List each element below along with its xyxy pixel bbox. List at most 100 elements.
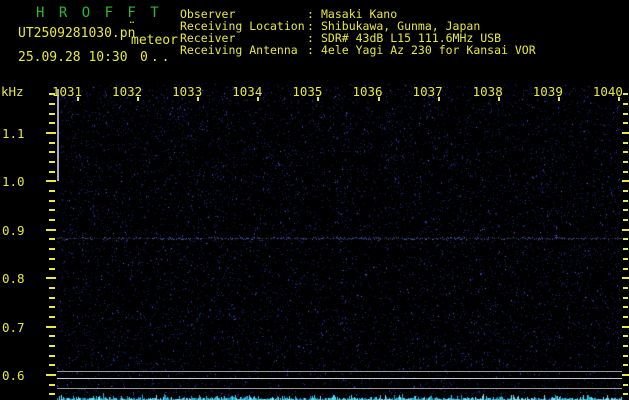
tick xyxy=(623,286,628,289)
x-tick-label: 1040 xyxy=(592,84,623,99)
tick xyxy=(49,93,55,96)
carrier-line xyxy=(57,370,622,372)
tick xyxy=(49,393,55,396)
tick xyxy=(497,97,500,101)
x-tick-label: 1031 xyxy=(51,84,83,99)
tick xyxy=(49,354,55,357)
tick xyxy=(623,335,628,338)
datetime-label: 25.09.28 10:30 xyxy=(18,50,128,65)
app-title: H R O F F T xyxy=(36,5,162,21)
y-tick-label: 0.7 xyxy=(2,319,25,335)
tick xyxy=(49,238,55,241)
x-tick-label: 1038 xyxy=(472,84,503,99)
tick xyxy=(49,209,55,212)
y-tick-label: 0.9 xyxy=(2,222,25,238)
tick xyxy=(46,180,56,183)
x-tick-label: 1033 xyxy=(172,84,203,99)
tick xyxy=(49,161,55,164)
tick xyxy=(49,122,55,125)
y-tick-label: 1.0 xyxy=(2,174,25,190)
tick xyxy=(437,97,440,101)
tick xyxy=(623,383,628,386)
tick xyxy=(49,112,55,115)
x-tick-label: 1035 xyxy=(292,84,323,99)
x-tick-label: 1037 xyxy=(412,84,443,99)
tick xyxy=(623,141,628,144)
tick xyxy=(623,209,628,212)
tick xyxy=(49,102,55,105)
tick xyxy=(49,141,55,144)
tick xyxy=(557,97,560,101)
x-tick-label: 1032 xyxy=(112,84,143,99)
y-tick-label: 0.6 xyxy=(2,368,25,383)
tick xyxy=(623,238,628,241)
counter-label: 0.. xyxy=(140,50,173,65)
output-filename: UT2509281030.pn xyxy=(18,26,136,41)
tick xyxy=(623,393,628,396)
tick xyxy=(623,257,628,260)
tick xyxy=(137,97,140,101)
tick xyxy=(49,199,55,202)
tick xyxy=(49,335,55,338)
tick xyxy=(46,277,56,280)
tick xyxy=(49,219,55,222)
tick xyxy=(46,132,56,134)
tick xyxy=(46,228,56,231)
tick xyxy=(77,97,79,101)
x-tick-label: 1036 xyxy=(352,84,383,99)
tick xyxy=(623,267,628,270)
tick xyxy=(46,325,56,328)
mode-label: meteor xyxy=(131,33,178,48)
tick xyxy=(49,190,55,193)
tick xyxy=(623,161,628,164)
tick xyxy=(623,122,628,125)
tick xyxy=(46,374,56,376)
tick xyxy=(49,364,55,367)
tick xyxy=(622,277,629,280)
carrier-line xyxy=(57,388,622,390)
tick xyxy=(377,97,380,101)
tick xyxy=(623,170,628,173)
tick xyxy=(623,219,628,222)
x-tick-label: 1039 xyxy=(532,84,563,99)
tick xyxy=(623,296,628,299)
tick xyxy=(622,374,629,376)
tick xyxy=(623,102,628,105)
tick xyxy=(257,97,260,101)
tick xyxy=(49,267,55,270)
tick xyxy=(49,383,55,386)
start-vertical-line xyxy=(57,89,59,182)
tick xyxy=(317,97,320,101)
tick xyxy=(622,180,629,183)
tick xyxy=(623,248,628,251)
tick xyxy=(49,170,55,173)
carrier-line xyxy=(57,378,622,380)
tick xyxy=(623,344,628,347)
tick xyxy=(197,97,200,101)
tick xyxy=(49,286,55,289)
x-tick-label: 1034 xyxy=(232,84,263,99)
tick xyxy=(49,257,55,260)
tick xyxy=(623,199,628,202)
filename-clipped-glyph: ¨ xyxy=(128,21,136,36)
tick xyxy=(623,306,628,309)
tick xyxy=(49,344,55,347)
tick xyxy=(623,151,628,154)
y-tick-label: 0.8 xyxy=(2,271,25,287)
y-tick-label: 1.1 xyxy=(2,126,25,141)
tick xyxy=(623,354,628,357)
tick xyxy=(49,296,55,299)
tick xyxy=(49,248,55,251)
tick xyxy=(623,112,628,115)
y-axis-unit-label: kHz xyxy=(1,84,24,99)
tick xyxy=(622,325,629,328)
tick xyxy=(623,315,628,318)
tick xyxy=(617,97,620,101)
tick xyxy=(49,306,55,309)
tick xyxy=(49,315,55,318)
tick xyxy=(49,151,55,154)
tick xyxy=(623,364,628,367)
tick xyxy=(622,132,629,134)
